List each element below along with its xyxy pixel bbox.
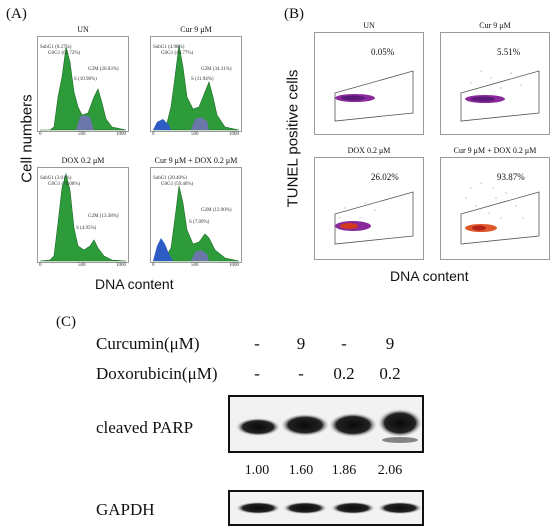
dox-subg1: SubG1 (3.01%) xyxy=(40,176,72,181)
cleaved-parp-label: cleaved PARP xyxy=(96,418,194,437)
gapdh-label: GAPDH xyxy=(96,500,155,519)
tunel-dox-plot xyxy=(334,191,414,245)
doxorubicin-label: Doxorubicin(μM) xyxy=(96,364,218,383)
combo-tick-500: 500 xyxy=(191,263,199,268)
histogram-dox-plot xyxy=(39,172,127,262)
cleaved-parp-blot xyxy=(228,395,424,453)
doxorubicin-lane-3: 0.2 xyxy=(333,364,355,383)
cur-tick-0: 0 xyxy=(152,132,155,137)
quant-lane-2: 1.60 xyxy=(288,463,314,478)
curcumin-lane-3: - xyxy=(341,334,347,353)
tunel-combo: Cur 9 μM + DOX 0.2 μM 93.87% xyxy=(440,146,550,260)
un-tick-500: 500 xyxy=(78,132,86,137)
dox-g2m: G2M (13.38%) xyxy=(88,214,119,219)
histogram-cur: Cur 9 μM SubG1 (4.98%) G0G1 (48.77%) G2M… xyxy=(150,25,242,137)
histogram-combo-title: Cur 9 μM + DOX 0.2 μM xyxy=(154,156,238,165)
quant-lane-1: 1.00 xyxy=(244,463,270,478)
gapdh-bands xyxy=(236,502,422,514)
quant-lane-3: 1.86 xyxy=(331,463,357,478)
tunel-dox: DOX 0.2 μM 26.02% xyxy=(314,146,424,260)
combo-s: S (7.09%) xyxy=(189,220,210,225)
cur-s: S (11.94%) xyxy=(191,77,214,82)
cur-tick-1000: 1000 xyxy=(229,132,239,137)
tunel-combo-title: Cur 9 μM + DOX 0.2 μM xyxy=(453,146,537,155)
tunel-un-plot xyxy=(334,70,414,122)
cleaved-parp-bands xyxy=(236,409,422,443)
tunel-dox-percent: 26.02% xyxy=(371,172,399,182)
curcumin-lane-4: 9 xyxy=(385,334,395,353)
tunel-cur-title: Cur 9 μM xyxy=(479,21,511,30)
doxorubicin-lane-1: - xyxy=(254,364,260,383)
tunel-un: UN 0.05% xyxy=(314,21,424,135)
dox-tick-0: 0 xyxy=(39,263,42,268)
doxorubicin-lane-4: 0.2 xyxy=(379,364,401,383)
histogram-dox: DOX 0.2 μM SubG1 (3.01%) G0G1 (78.08%) G… xyxy=(37,156,129,268)
dox-g0g1: G0G1 (78.08%) xyxy=(48,182,81,187)
combo-g2m: G2M (12.90%) xyxy=(201,208,232,213)
tunel-combo-plot xyxy=(460,179,540,245)
tunel-un-percent: 0.05% xyxy=(371,47,395,57)
cur-g0g1: G0G1 (48.77%) xyxy=(161,51,194,56)
dox-s: S (4.95%) xyxy=(76,226,97,231)
curcumin-lane-1: - xyxy=(254,334,260,353)
un-s: S (10.98%) xyxy=(74,77,97,82)
dox-tick-500: 500 xyxy=(78,263,86,268)
panel-a-label: (A) xyxy=(6,6,27,22)
un-subg1: SubG1 (0.27%) xyxy=(40,45,72,50)
curcumin-label: Curcumin(μM) xyxy=(96,334,200,353)
cur-subg1: SubG1 (4.98%) xyxy=(153,45,185,50)
histogram-un: UN SubG1 (0.27%) G0G1 (62.72%) G2M (20.0… xyxy=(37,25,129,137)
histogram-combo: Cur 9 μM + DOX 0.2 μM SubG1 (20.40%) G0G… xyxy=(150,156,242,268)
un-g2m: G2M (20.03%) xyxy=(88,67,119,72)
dox-tick-1000: 1000 xyxy=(116,263,126,268)
panel-a-xlabel: DNA content xyxy=(95,276,174,292)
un-g0g1: G0G1 (62.72%) xyxy=(48,51,81,56)
curcumin-lane-2: 9 xyxy=(296,334,306,353)
panel-b-label: (B) xyxy=(284,6,304,22)
un-tick-1000: 1000 xyxy=(116,132,126,137)
tunel-combo-percent: 93.87% xyxy=(497,172,525,182)
tunel-cur: Cur 9 μM 5.51% xyxy=(440,21,550,135)
histogram-cur-plot xyxy=(152,44,240,131)
histogram-cur-title: Cur 9 μM xyxy=(180,25,212,34)
doxorubicin-lane-2: - xyxy=(298,364,304,383)
cur-g2m: G2M (34.31%) xyxy=(201,67,232,72)
un-tick-0: 0 xyxy=(39,132,42,137)
tunel-dox-title: DOX 0.2 μM xyxy=(347,146,391,155)
histogram-un-title: UN xyxy=(77,25,89,34)
combo-g0g1: G0G1 (59.46%) xyxy=(161,182,194,187)
histogram-combo-plot xyxy=(152,185,240,262)
quant-lane-4: 2.06 xyxy=(377,463,403,478)
combo-tick-1000: 1000 xyxy=(229,263,239,268)
tunel-cur-plot xyxy=(460,70,540,122)
tunel-cur-percent: 5.51% xyxy=(497,47,521,57)
panel-b-xlabel: DNA content xyxy=(390,268,469,284)
combo-subg1: SubG1 (20.40%) xyxy=(153,176,187,181)
combo-tick-0: 0 xyxy=(152,263,155,268)
cur-tick-500: 500 xyxy=(191,132,199,137)
gapdh-blot xyxy=(228,490,424,526)
histogram-dox-title: DOX 0.2 μM xyxy=(61,156,105,165)
tunel-un-title: UN xyxy=(363,21,375,30)
panel-c-label: (C) xyxy=(56,314,76,330)
histogram-un-plot xyxy=(40,46,127,131)
